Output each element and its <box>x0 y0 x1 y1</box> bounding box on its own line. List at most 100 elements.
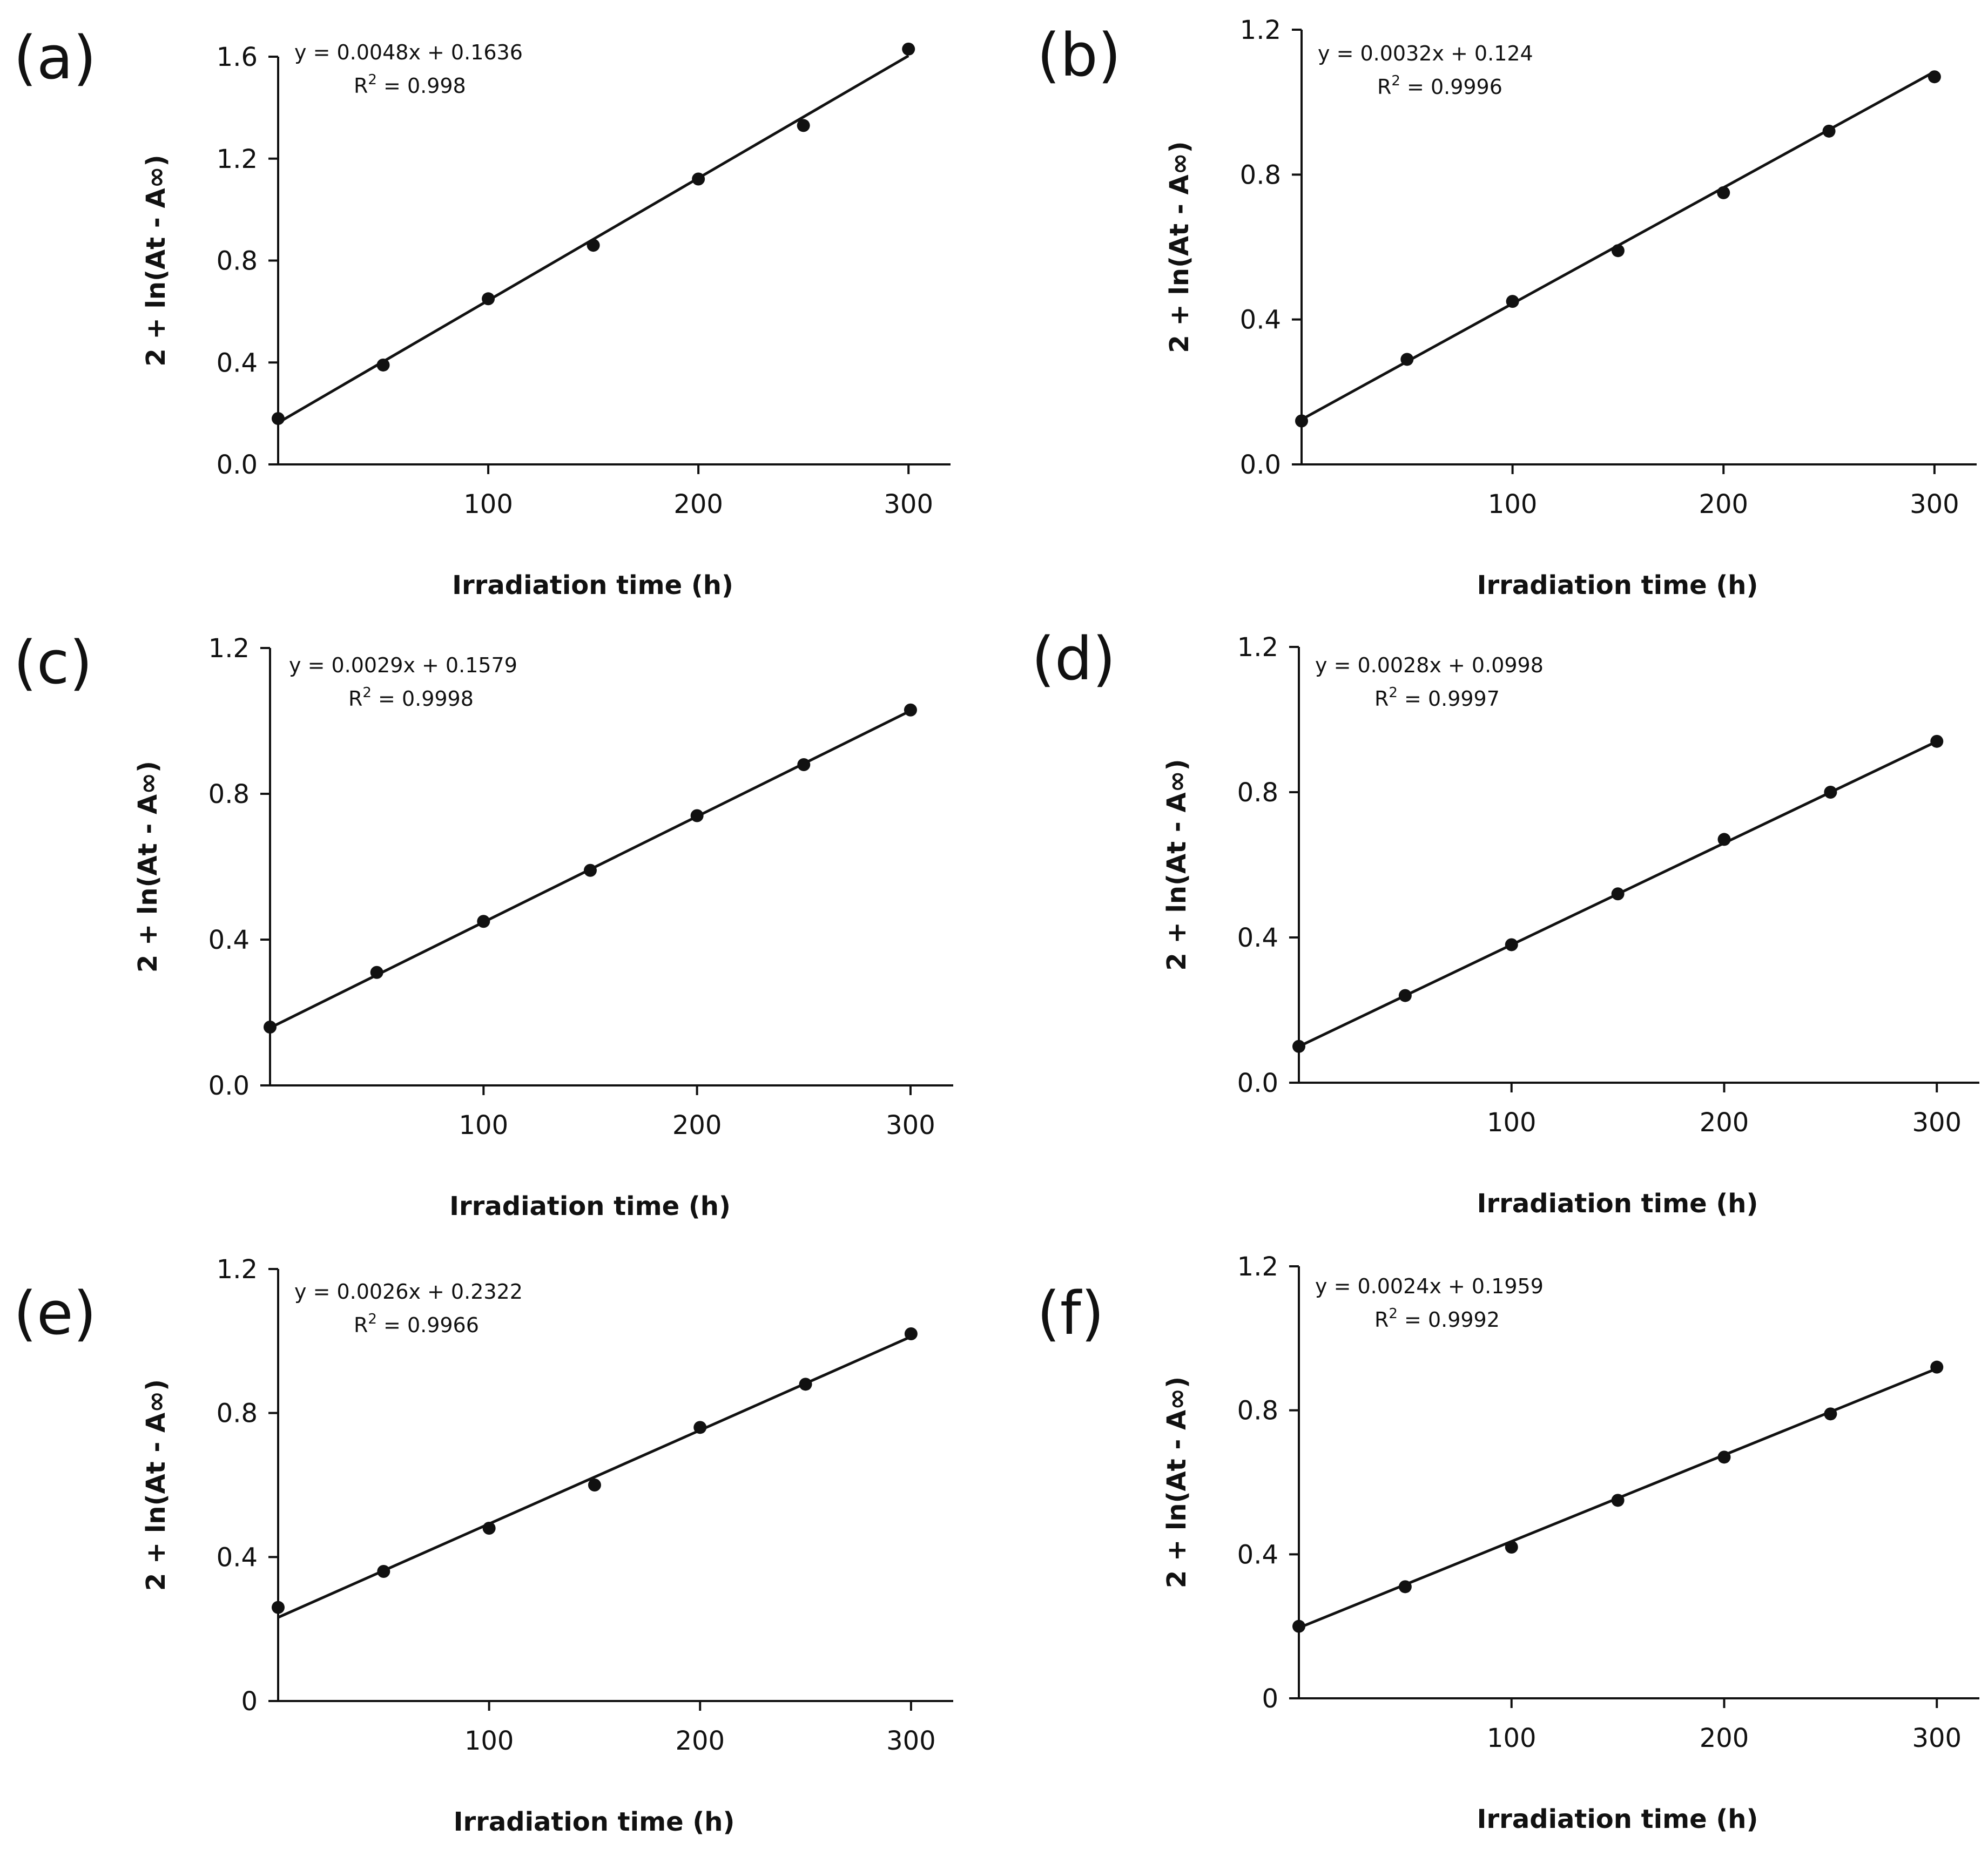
x-tick-label: 300 <box>884 489 933 519</box>
data-point <box>588 1479 601 1491</box>
y-tick-label: 0.0 <box>208 1071 250 1101</box>
regression-equation: y = 0.0029x + 0.1579 <box>289 653 517 677</box>
data-point <box>1295 414 1308 428</box>
y-axis-title: 2 + ln(At - A∞) <box>141 154 171 366</box>
x-tick-label: 300 <box>886 1110 935 1140</box>
data-point <box>1717 833 1731 846</box>
y-tick-label: 0.4 <box>217 348 258 378</box>
x-tick-label: 100 <box>459 1110 509 1140</box>
x-tick-label: 200 <box>673 489 723 519</box>
data-point <box>264 1021 277 1034</box>
regression-equation: y = 0.0032x + 0.124 <box>1318 42 1533 65</box>
data-point <box>477 915 490 928</box>
x-tick-label: 200 <box>672 1110 722 1140</box>
chart-panel-a: (a) 0.0 0.4 0.8 1.2 1.6 100 200 300 Irradiation t… <box>14 23 951 600</box>
r-squared: R2 = 0.9997 <box>1374 685 1500 711</box>
x-tick-label: 100 <box>463 489 513 519</box>
data-point <box>904 1327 918 1340</box>
data-point <box>272 412 285 426</box>
data-point <box>376 358 390 372</box>
data-point <box>1398 989 1412 1002</box>
y-tick-label: 1.2 <box>217 144 258 174</box>
x-axis-title: Irradiation time (h) <box>452 570 733 600</box>
x-tick-label: 200 <box>675 1726 725 1756</box>
x-axis-title: Irradiation time (h) <box>1477 1189 1758 1219</box>
r-squared: R2 = 0.9966 <box>354 1311 479 1337</box>
data-point <box>1611 887 1625 901</box>
r-squared-exponent: 2 <box>368 72 377 88</box>
y-tick-label: 0.0 <box>217 450 258 480</box>
r-squared-exponent: 2 <box>1389 1306 1398 1322</box>
data-point <box>1505 938 1518 951</box>
regression-equation: y = 0.0028x + 0.0998 <box>1315 653 1544 677</box>
y-tick-label: 0.8 <box>217 1399 258 1429</box>
data-point <box>370 966 383 979</box>
data-point <box>587 239 600 252</box>
y-tick-label: 0.0 <box>1237 1068 1278 1098</box>
x-tick-label: 100 <box>464 1726 514 1756</box>
data-point <box>1398 1580 1412 1594</box>
chart-panel-c: (c) 0.0 0.4 0.8 1.2 100 200 300 Irradiation time… <box>14 628 953 1221</box>
y-axis-title: 2 + ln(At - A∞) <box>141 1379 171 1591</box>
data-point <box>1717 186 1730 199</box>
x-axis-title: Irradiation time (h) <box>1477 1804 1758 1834</box>
x-tick-label: 300 <box>1912 1723 1962 1753</box>
data-point <box>797 119 810 132</box>
x-tick-label: 200 <box>1700 1108 1749 1138</box>
regression-equation: y = 0.0024x + 0.1959 <box>1315 1274 1544 1298</box>
data-point <box>482 1522 496 1535</box>
data-point <box>1611 1494 1625 1507</box>
data-point <box>1400 353 1414 366</box>
r-squared: R2 = 0.9998 <box>348 685 474 711</box>
r-squared-value: = 0.998 <box>377 74 466 98</box>
x-tick-label: 100 <box>1488 489 1538 519</box>
data-point <box>377 1565 390 1578</box>
r-squared-label: R <box>354 74 368 98</box>
y-tick-label: 0.8 <box>208 779 250 809</box>
data-point <box>904 703 917 717</box>
regression-equation: y = 0.0048x + 0.1636 <box>294 41 523 64</box>
chart-panel-b: (b) 0.0 0.4 0.8 1.2 100 200 300 Irradiation time… <box>1037 15 1977 600</box>
r-squared-value: = 0.9997 <box>1398 687 1500 711</box>
y-tick-label: 1.2 <box>1240 15 1281 45</box>
x-axis-title: Irradiation time (h) <box>1477 570 1758 600</box>
r-squared: R2 = 0.9992 <box>1374 1306 1500 1332</box>
data-point <box>1822 124 1836 138</box>
r-squared-value: = 0.9998 <box>372 687 474 711</box>
r-squared-value: = 0.9966 <box>377 1313 479 1337</box>
y-tick-label: 0.0 <box>1240 450 1281 480</box>
trend-line <box>277 1335 912 1619</box>
chart-panel-e: (e) 0 0.4 0.8 1.2 100 200 300 Irradiation time (… <box>14 1254 953 1837</box>
data-point <box>1611 244 1625 258</box>
x-tick-label: 300 <box>1912 1108 1962 1138</box>
y-tick-label: 0.4 <box>217 1542 258 1572</box>
data-point <box>799 1378 812 1391</box>
r-squared-label: R <box>1377 75 1391 99</box>
y-tick-label: 1.2 <box>1237 632 1278 663</box>
x-tick-label: 100 <box>1487 1108 1537 1138</box>
data-point <box>272 1601 285 1614</box>
y-axis-title: 2 + ln(At - A∞) <box>1164 141 1195 353</box>
data-point <box>583 863 597 877</box>
data-point <box>1292 1040 1305 1053</box>
panel-label: (d) <box>1032 624 1116 693</box>
data-point <box>1824 1407 1837 1421</box>
data-point <box>902 42 915 56</box>
data-point <box>1292 1619 1305 1633</box>
y-tick-label: 0.8 <box>1237 778 1278 808</box>
data-point <box>1928 70 1941 84</box>
y-tick-label: 0.4 <box>1237 1540 1278 1570</box>
panel-label: (f) <box>1037 1279 1104 1348</box>
y-tick-label: 0.4 <box>208 925 250 955</box>
data-point <box>1930 1360 1944 1374</box>
data-point <box>690 809 704 822</box>
y-tick-label: 0.4 <box>1237 923 1278 953</box>
x-tick-label: 300 <box>886 1726 936 1756</box>
data-point <box>1717 1450 1731 1464</box>
y-tick-label: 0.8 <box>1240 160 1281 190</box>
r-squared-value: = 0.9992 <box>1398 1308 1500 1332</box>
r-squared: R2 = 0.9996 <box>1377 73 1502 99</box>
x-axis-title: Irradiation time (h) <box>449 1191 731 1221</box>
r-squared-value: = 0.9996 <box>1400 75 1502 99</box>
r-squared-exponent: 2 <box>1389 685 1398 701</box>
